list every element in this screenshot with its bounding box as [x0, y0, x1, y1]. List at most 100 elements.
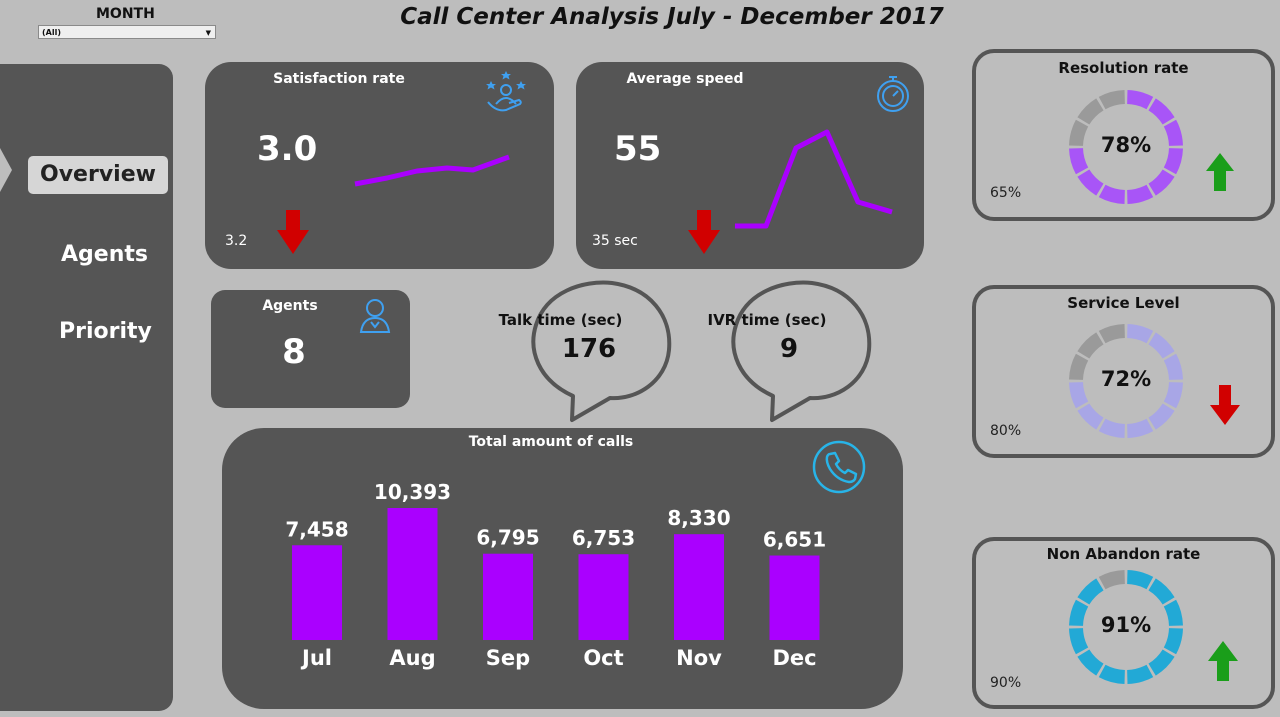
satisfaction-value: 3.0: [257, 129, 318, 169]
donut-segment: [1126, 324, 1154, 344]
service-level-donut: [1069, 324, 1183, 438]
bar-aug: [387, 508, 438, 640]
sidebar-item-overview[interactable]: Overview: [28, 156, 168, 194]
donut-segment: [1077, 403, 1104, 430]
ivr-time-bubble: [731, 280, 872, 422]
agents-title: Agents: [262, 298, 318, 314]
non-abandon-rate-target: 90%: [990, 675, 1022, 691]
agent-headset-icon: [359, 299, 391, 333]
stopwatch-icon: [877, 76, 909, 112]
resolution-rate-card: Resolution rate 78% 65%: [972, 49, 1275, 221]
donut-segment: [1163, 599, 1183, 627]
x-tick-label: Aug: [389, 646, 435, 670]
satisfaction-title: Satisfaction rate: [273, 71, 405, 87]
donut-segment: [1126, 570, 1154, 590]
non-abandon-rate-card: Non Abandon rate 91% 90%: [972, 537, 1275, 709]
donut-segment: [1069, 381, 1089, 409]
donut-segment: [1126, 184, 1154, 204]
sidebar-pointer: [0, 148, 12, 192]
total-calls-bar-chart: 7,458 Jul 10,393 Aug 6,795 Sep 6,753 Oct 8,330 No…: [285, 480, 826, 670]
donut-segment: [1098, 664, 1126, 684]
donut-segment: [1098, 418, 1126, 438]
donut-segment: [1148, 403, 1175, 430]
non-abandon-rate-title: Non Abandon rate: [1046, 545, 1201, 563]
month-filter-value: (All): [42, 28, 61, 37]
donut-segment: [1069, 147, 1089, 175]
donut-segment: [1077, 98, 1104, 125]
service-level-target: 80%: [990, 423, 1022, 439]
talk-time-bubble: [531, 280, 672, 422]
x-tick-label: Jul: [300, 646, 332, 670]
month-filter-select[interactable]: (All) ▼: [38, 25, 216, 39]
average-speed-sparkline: [735, 129, 893, 229]
donut-segment: [1077, 578, 1104, 605]
average-speed-title: Average speed: [626, 71, 744, 87]
sidebar-item-agents[interactable]: Agents: [61, 242, 148, 267]
donut-segment: [1148, 649, 1175, 676]
bar-value-label: 6,753: [572, 526, 635, 550]
average-speed-previous: 35 sec: [592, 233, 638, 249]
donut-segment: [1148, 578, 1175, 605]
donut-segment: [1163, 381, 1183, 409]
x-tick-label: Oct: [583, 646, 623, 670]
resolution-rate-value: 78%: [1100, 133, 1152, 157]
talk-time-value: 176: [561, 334, 617, 364]
resolution-rate-donut: [1069, 90, 1183, 204]
satisfaction-stars-icon: [486, 71, 526, 112]
x-tick-label: Sep: [486, 646, 530, 670]
agents-value: 8: [282, 332, 306, 372]
donut-segment: [1126, 418, 1154, 438]
trend-down-arrow-icon: [277, 210, 309, 254]
phone-icon: [812, 440, 866, 494]
average-speed-value: 55: [614, 129, 662, 169]
bar-nov: [674, 534, 724, 640]
donut-segment: [1098, 324, 1126, 344]
bar-value-label: 7,458: [285, 517, 348, 541]
x-tick-label: Dec: [772, 646, 816, 670]
talk-time-title: Talk time (sec): [498, 311, 623, 329]
satisfaction-card: Satisfaction rate 3.0 3.2: [205, 62, 554, 269]
satisfaction-previous: 3.2: [225, 233, 248, 249]
chevron-down-icon: ▼: [205, 29, 211, 37]
bar-dec: [769, 555, 820, 640]
donut-segment: [1163, 147, 1183, 175]
donut-segment: [1077, 332, 1104, 359]
donut-segment: [1098, 570, 1126, 590]
donut-segment: [1126, 664, 1154, 684]
resolution-rate-title: Resolution rate: [1058, 59, 1189, 77]
sidebar-item-priority[interactable]: Priority: [59, 319, 152, 344]
donut-segment: [1098, 184, 1126, 204]
donut-segment: [1069, 119, 1089, 147]
donut-segment: [1148, 332, 1175, 359]
page-title: Call Center Analysis July - December 201…: [400, 4, 944, 30]
trend-up-arrow-icon: [1208, 641, 1238, 681]
donut-segment: [1163, 627, 1183, 655]
non-abandon-rate-value: 91%: [1100, 613, 1152, 637]
bar-value-label: 6,795: [476, 526, 539, 550]
bar-sep: [483, 553, 533, 640]
service-level-card: Service Level 72% 80%: [972, 285, 1275, 458]
trend-up-arrow-icon: [1206, 153, 1234, 191]
trend-down-arrow-icon: [1210, 385, 1240, 425]
bar-jul: [292, 545, 342, 640]
satisfaction-sparkline: [354, 154, 510, 187]
ivr-time-title: IVR time (sec): [707, 311, 827, 329]
ivr-time-value: 9: [779, 334, 799, 364]
service-level-title: Service Level: [1067, 294, 1180, 312]
average-speed-card: Average speed 55 35 sec: [576, 62, 924, 269]
donut-segment: [1077, 169, 1104, 196]
total-calls-title: Total amount of calls: [468, 434, 634, 450]
donut-segment: [1069, 353, 1089, 381]
donut-segment: [1163, 119, 1183, 147]
total-calls-card: Total amount of calls 7,458 Jul 10,393 Aug 6…: [222, 428, 903, 709]
agents-card: Agents 8: [211, 290, 410, 408]
donut-segment: [1069, 627, 1089, 655]
resolution-rate-target: 65%: [990, 185, 1022, 201]
non-abandon-rate-donut: [1069, 570, 1183, 684]
bar-oct: [578, 554, 629, 640]
donut-segment: [1148, 98, 1175, 125]
service-level-value: 72%: [1100, 367, 1152, 391]
trend-down-arrow-icon: [688, 210, 720, 254]
bar-value-label: 6,651: [763, 528, 826, 552]
bar-value-label: 8,330: [667, 506, 730, 530]
